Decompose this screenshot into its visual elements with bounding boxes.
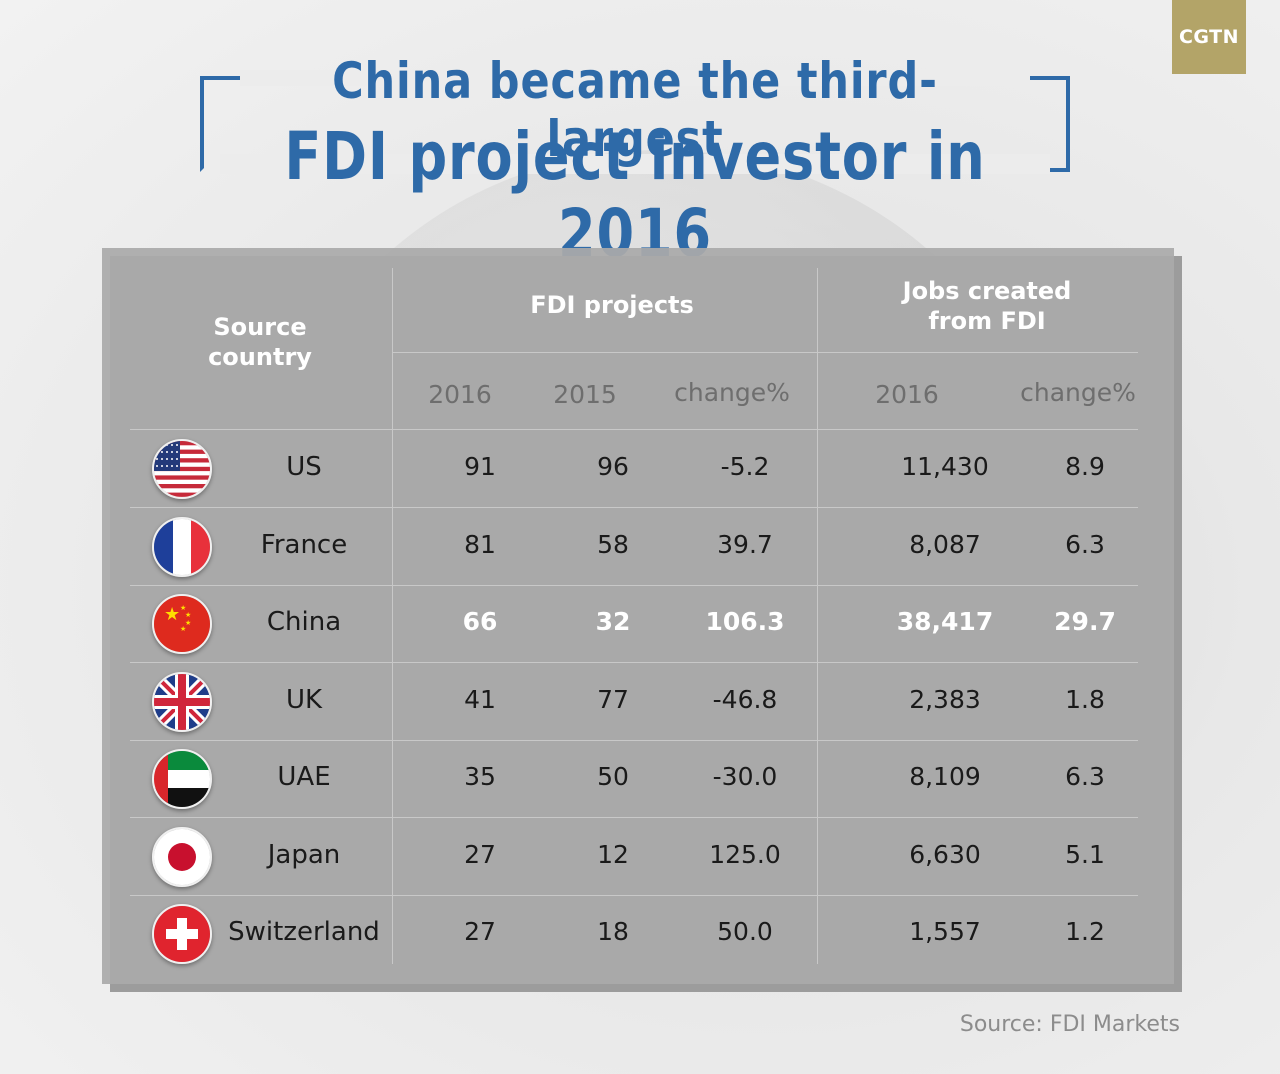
subheader-fdi-2016: 2016 (428, 380, 492, 409)
country-name: Japan (267, 839, 341, 870)
row-divider (130, 894, 1138, 896)
switzerland-flag-icon (152, 904, 212, 964)
cell-p2015: 77 (597, 684, 629, 714)
title-block: China became the third-largest FDI proje… (200, 52, 1070, 272)
source-note: Source: FDI Markets (959, 1012, 1180, 1037)
cell-jchange: 1.2 (1065, 917, 1105, 946)
country-name: Switzerland (228, 917, 380, 947)
table-row: Switzerland 27 18 50.0 1,557 1.2 (130, 895, 1140, 972)
cell-jchange: 1.8 (1065, 684, 1105, 714)
cell-j2016: 8,087 (909, 529, 981, 559)
cell-pchange: -46.8 (712, 684, 778, 714)
header-fdi-projects: FDI projects (530, 291, 694, 319)
cell-j2016: 11,430 (901, 452, 989, 481)
svg-text:★: ★ (185, 611, 191, 619)
data-table: Source country FDI projects Jobs created… (102, 248, 1174, 984)
uk-flag-icon (152, 671, 212, 732)
cell-jchange: 6.3 (1065, 762, 1105, 791)
country-name: China (266, 607, 342, 637)
country-name: UAE (277, 762, 331, 792)
cell-p2016: 41 (464, 684, 496, 714)
cell-pchange: -5.2 (720, 452, 770, 481)
divider-jobs (817, 268, 818, 964)
country-name: US (286, 452, 322, 482)
cell-p2015: 18 (597, 917, 629, 946)
svg-text:★: ★ (185, 619, 191, 627)
title-mask-bottom (220, 154, 1050, 174)
table-row: UAE 35 50 -30.0 8,109 6.3 (130, 740, 1140, 818)
cell-p2016: 27 (464, 917, 496, 946)
japan-flag-icon (152, 826, 212, 887)
cell-p2015: 50 (597, 762, 629, 791)
table-row: ★ ★ ★ ★ ★ China 66 32 106.3 38,417 29.7 (130, 585, 1140, 663)
cell-p2016: 81 (464, 529, 496, 559)
cell-j2016: 6,630 (909, 839, 981, 869)
cell-jchange: 6.3 (1065, 529, 1105, 559)
cell-p2015: 12 (597, 839, 629, 869)
cell-p2016: 91 (464, 452, 496, 481)
svg-text:★: ★ (180, 604, 186, 612)
cell-p2016: 66 (462, 607, 498, 636)
title-mask-top (240, 70, 1030, 86)
table-row: Japan 27 12 125.0 6,630 5.1 (130, 818, 1140, 896)
row-divider (130, 739, 1138, 741)
country-name: UK (285, 684, 323, 715)
cell-j2016: 1,557 (909, 917, 981, 946)
row-divider (130, 817, 1138, 818)
header-source-country: Source country (208, 313, 312, 371)
country-name: France (260, 529, 348, 560)
svg-text:★: ★ (180, 625, 186, 633)
cell-p2016: 35 (464, 762, 496, 791)
cell-jchange: 8.9 (1065, 452, 1105, 481)
table-row: UK 41 77 -46.8 2,383 1.8 (130, 663, 1140, 741)
cell-j2016: 38,417 (896, 607, 994, 636)
header-jobs-created: Jobs created from FDI (902, 277, 1072, 335)
row-divider (130, 584, 1138, 586)
divider-header (130, 429, 1138, 430)
cell-pchange: 106.3 (705, 607, 785, 636)
row-divider (130, 507, 1138, 508)
cell-j2016: 2,383 (909, 684, 981, 714)
cgtn-logo: CGTN (1172, 0, 1246, 74)
china-flag-icon: ★ ★ ★ ★ ★ (152, 594, 212, 654)
cell-pchange: 125.0 (709, 839, 781, 869)
cell-p2015: 96 (597, 452, 629, 481)
cell-pchange: 39.7 (717, 529, 773, 559)
subheader-jobs-change: change% (1020, 378, 1136, 407)
france-flag-icon (152, 516, 212, 577)
divider-source (392, 268, 393, 964)
cell-p2015: 32 (595, 607, 631, 636)
bracket-left (200, 76, 264, 172)
us-flag-icon (152, 439, 212, 499)
subheader-jobs-2016: 2016 (875, 380, 939, 409)
title-line-1: China became the third-largest (332, 52, 938, 168)
row-divider (130, 662, 1138, 663)
divider-subheader (392, 352, 1138, 353)
table-row: France 81 58 39.7 8,087 6.3 (130, 508, 1140, 586)
cell-jchange: 5.1 (1065, 839, 1105, 869)
cell-j2016: 8,109 (909, 762, 981, 791)
cell-pchange: -30.0 (712, 762, 778, 791)
uae-flag-icon (152, 749, 212, 809)
subheader-fdi-change: change% (674, 378, 790, 407)
svg-text:★: ★ (164, 604, 180, 625)
table-row: US 91 96 -5.2 11,430 8.9 (130, 430, 1140, 508)
cell-jchange: 29.7 (1054, 607, 1116, 636)
cell-p2016: 27 (464, 839, 496, 869)
cell-p2015: 58 (597, 529, 629, 559)
cell-pchange: 50.0 (717, 917, 773, 946)
subheader-fdi-2015: 2015 (553, 380, 617, 409)
